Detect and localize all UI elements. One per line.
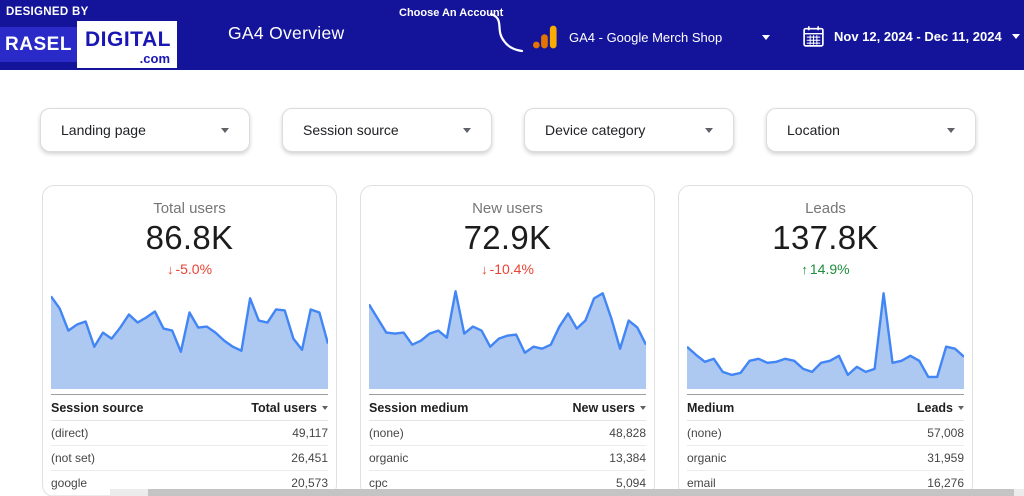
brand-logo-rasel: RASEL [0, 27, 77, 62]
chevron-down-icon [1011, 33, 1020, 39]
table-header-row: Session medium New users [369, 394, 646, 421]
sparkline-chart [369, 283, 646, 389]
account-name: GA4 - Google Merch Shop [569, 29, 723, 45]
page-title: GA4 Overview [228, 22, 345, 43]
metric-header-label: Total users [251, 400, 317, 415]
dimension-header: Medium [687, 400, 735, 415]
metric-cell: 26,451 [291, 451, 328, 465]
dimension-cell: cpc [369, 476, 388, 490]
brand-logo-digital-text: DIGITAL [85, 28, 171, 51]
delta-arrow-icon: ↓ [166, 262, 174, 277]
dimension-cell: (none) [369, 426, 404, 440]
metric-title: Total users [153, 200, 226, 217]
scorecard-new-users: New users 72.9K ↓ -10.4% Session medium N… [360, 185, 655, 496]
metric-header-sort[interactable]: New users [572, 401, 646, 415]
sort-caret-icon [640, 405, 646, 410]
metric-value: 72.9K [463, 219, 552, 256]
filter-label: Device category [545, 122, 646, 138]
metric-header-label: New users [572, 400, 635, 415]
dimension-cell: organic [687, 451, 727, 465]
breakdown-table: Session medium New users (none) 48,828 o… [369, 394, 646, 496]
metric-cell: 5,094 [615, 476, 646, 490]
chevron-down-icon [947, 127, 955, 133]
dimension-header: Session source [51, 400, 144, 415]
metric-title: Leads [805, 200, 846, 217]
sparkline-chart [51, 283, 328, 389]
table-row: (direct) 49,117 [51, 421, 328, 446]
metric-cell: 48,828 [609, 426, 646, 440]
calendar-icon [803, 25, 824, 47]
dimension-cell: (none) [687, 426, 722, 440]
metric-delta: ↓ -10.4% [361, 261, 654, 277]
sparkline-chart [687, 283, 964, 389]
metric-value: 86.8K [145, 219, 234, 256]
choose-account-label: Choose An Account [399, 7, 504, 19]
curved-arrow-icon [489, 12, 524, 53]
delta-value: -5.0% [175, 261, 213, 277]
metric-delta: ↓ -5.0% [43, 261, 336, 277]
chevron-down-icon [463, 127, 471, 133]
horizontal-scrollbar-thumb[interactable] [148, 489, 1014, 496]
breakdown-table: Session source Total users (direct) 49,1… [51, 394, 328, 496]
chevron-down-icon [221, 127, 229, 133]
chevron-down-icon [705, 127, 713, 133]
filter-label: Session source [303, 122, 399, 138]
filter-label: Location [787, 122, 840, 138]
metric-header-sort[interactable]: Leads [917, 401, 964, 415]
delta-value: 14.9% [809, 261, 850, 277]
breakdown-table: Medium Leads (none) 57,008 organic 31,95… [687, 394, 964, 496]
chevron-down-icon [762, 34, 770, 40]
table-header-row: Medium Leads [687, 394, 964, 421]
date-range-text: Nov 12, 2024 - Dec 11, 2024 [834, 28, 1002, 44]
dimension-header: Session medium [369, 400, 469, 415]
metric-cell: 57,008 [927, 426, 964, 440]
metric-cell: 13,384 [609, 451, 646, 465]
table-row: organic 31,959 [687, 446, 964, 471]
dimension-cell: (direct) [51, 426, 89, 440]
metric-value: 137.8K [772, 219, 879, 256]
dimension-cell: (not set) [51, 451, 96, 465]
table-header-row: Session source Total users [51, 394, 328, 421]
filter-landing-page[interactable]: Landing page [40, 108, 250, 152]
delta-arrow-icon: ↓ [481, 262, 488, 277]
table-row: (none) 57,008 [687, 421, 964, 446]
sort-caret-icon [958, 405, 964, 410]
filter-location[interactable]: Location [766, 108, 976, 152]
metric-cell: 31,959 [927, 451, 964, 465]
metric-title: New users [472, 200, 543, 217]
metric-cell: 16,276 [927, 476, 964, 490]
account-selector[interactable]: GA4 - Google Merch Shop [532, 22, 770, 52]
header-bar: DESIGNED BY RASEL DIGITAL .com GA4 Overv… [0, 0, 1024, 70]
date-range-picker[interactable]: Nov 12, 2024 - Dec 11, 2024 [801, 21, 1020, 51]
filter-label: Landing page [61, 122, 146, 138]
scorecard-leads: Leads 137.8K ↑ 14.9% Medium Leads (none) … [678, 185, 973, 496]
metric-delta: ↑ 14.9% [679, 261, 972, 277]
delta-value: -10.4% [489, 261, 534, 277]
sort-caret-icon [322, 405, 328, 410]
metric-cell: 20,573 [291, 476, 328, 490]
delta-arrow-icon: ↑ [801, 262, 808, 277]
google-analytics-icon [532, 25, 557, 49]
metric-cell: 49,117 [292, 426, 328, 440]
table-row: organic 13,384 [369, 446, 646, 471]
brand-logo-com-text: .com [139, 51, 170, 66]
metric-header-label: Leads [916, 400, 953, 415]
dimension-cell: email [687, 476, 716, 490]
dimension-cell: google [51, 476, 88, 490]
table-row: (none) 48,828 [369, 421, 646, 446]
filter-device-category[interactable]: Device category [524, 108, 734, 152]
dimension-cell: organic [369, 451, 409, 465]
table-row: (not set) 26,451 [51, 446, 328, 471]
brand-logo-digital: DIGITAL .com [77, 21, 177, 68]
filter-session-source[interactable]: Session source [282, 108, 492, 152]
designed-by-label: DESIGNED BY [6, 6, 89, 18]
scorecard-total-users: Total users 86.8K ↓ -5.0% Session source … [42, 185, 337, 496]
metric-header-sort[interactable]: Total users [251, 401, 328, 415]
